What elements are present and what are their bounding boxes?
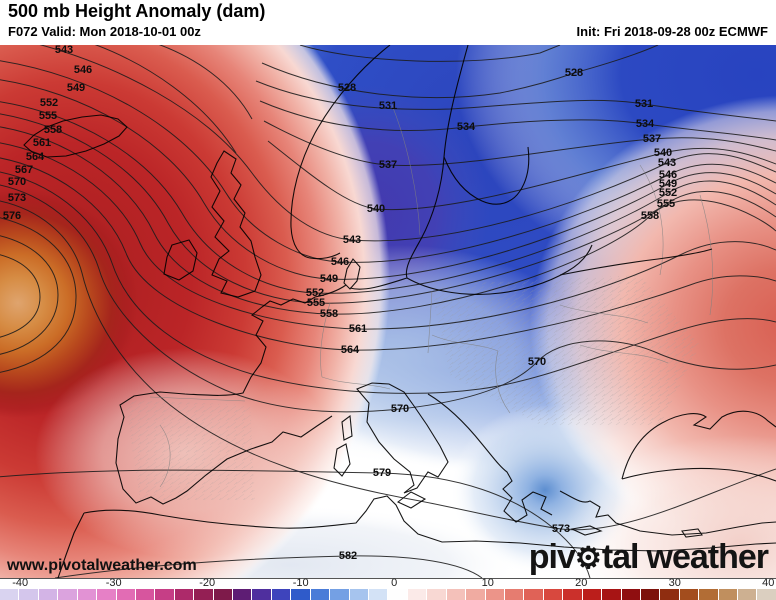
colorbar-tick-label: 40 xyxy=(762,577,775,589)
anomaly-map-svg xyxy=(0,45,776,578)
colorbar-segment xyxy=(699,589,718,600)
colorbar-segment xyxy=(407,589,427,600)
colorbar-segment xyxy=(388,589,407,600)
colorbar-segment xyxy=(97,589,116,600)
anomaly-shading xyxy=(0,45,776,578)
colorbar-segment xyxy=(233,589,252,600)
colorbar-segment xyxy=(77,589,97,600)
colorbar-segment xyxy=(679,589,699,600)
colorbar-segment xyxy=(485,589,504,600)
colorbar-tick-label: 30 xyxy=(668,577,681,589)
colorbar-segment xyxy=(116,589,135,600)
colorbar-segment xyxy=(194,589,213,600)
header-bar: 500 mb Height Anomaly (dam) F072 Valid: … xyxy=(0,0,776,45)
colorbar-segment xyxy=(602,589,621,600)
colorbar-segment xyxy=(718,589,738,600)
colorbar-segment xyxy=(349,589,369,600)
colorbar-segment xyxy=(58,589,77,600)
colorbar-segment xyxy=(504,589,524,600)
colorbar-segment xyxy=(0,589,19,600)
colorbar-tick-label: -20 xyxy=(199,577,216,589)
logo-text-mid: tal xyxy=(601,538,640,576)
colorbar-ticks: -40 -30 -20 -10 0 10 20 30 40 xyxy=(0,577,776,589)
colorbar-segment xyxy=(252,589,271,600)
country-borders xyxy=(149,104,714,488)
colorbar-segment xyxy=(582,589,602,600)
colorbar-tick-label: 10 xyxy=(481,577,494,589)
forecast-valid-label: F072 Valid: Mon 2018-10-01 00z xyxy=(8,24,201,39)
page-title: 500 mb Height Anomaly (dam) xyxy=(8,1,266,21)
colorbar-tick-label: 0 xyxy=(391,577,398,589)
colorbar xyxy=(0,589,776,600)
colorbar-segment xyxy=(19,589,38,600)
colorbar-segment xyxy=(369,589,388,600)
colorbar-segment xyxy=(738,589,757,600)
colorbar-segment xyxy=(38,589,58,600)
pivotal-weather-logo: piv⚙tal weather xyxy=(528,538,769,576)
colorbar-segment xyxy=(427,589,446,600)
colorbar-segment xyxy=(621,589,640,600)
colorbar-segment xyxy=(446,589,466,600)
colorbar-segment xyxy=(660,589,679,600)
model-init-label: Init: Fri 2018-09-28 00z ECMWF xyxy=(576,24,768,39)
logo-text-right: weather xyxy=(646,538,769,576)
anomaly-map: 543 546 549 552 555 558 561 564 567 570 573 576 528 5… xyxy=(0,45,776,579)
colorbar-segment xyxy=(757,589,776,600)
contour-lines xyxy=(0,45,776,578)
colorbar-segment xyxy=(271,589,291,600)
colorbar-segment xyxy=(640,589,660,600)
colorbar-tick-label: -30 xyxy=(105,577,122,589)
colorbar-segment xyxy=(310,589,330,600)
colorbar-tick-label: -10 xyxy=(292,577,309,589)
colorbar-segment xyxy=(466,589,485,600)
colorbar-segment xyxy=(135,589,155,600)
colorbar-segment xyxy=(155,589,174,600)
coastlines xyxy=(23,45,776,578)
colorbar-segment xyxy=(524,589,543,600)
colorbar-tick-label: -40 xyxy=(12,577,29,589)
colorbar-segment xyxy=(543,589,563,600)
colorbar-segment xyxy=(563,589,582,600)
logo-text-left: piv xyxy=(528,538,576,576)
colorbar-segment xyxy=(330,589,349,600)
colorbar-tick-label: 20 xyxy=(575,577,588,589)
colorbar-segment xyxy=(174,589,194,600)
watermark: www.pivotalweather.com xyxy=(7,557,197,574)
colorbar-segment xyxy=(291,589,310,600)
colorbar-segment xyxy=(213,589,233,600)
gear-icon: ⚙ xyxy=(574,542,602,575)
